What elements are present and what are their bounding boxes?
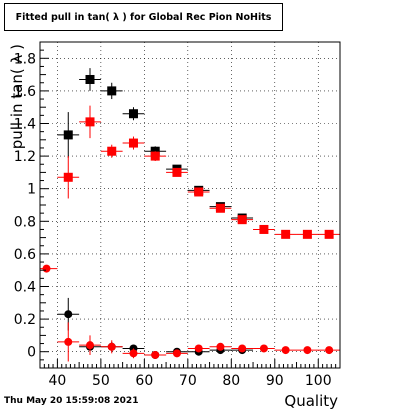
x-tick-label: 100	[305, 373, 332, 389]
series-4	[40, 264, 340, 362]
data-point	[215, 203, 225, 213]
y-tick-label: 0.4	[14, 280, 36, 296]
data-point	[107, 342, 116, 351]
series-2	[57, 105, 340, 239]
data-point	[150, 151, 160, 161]
data-point	[42, 264, 51, 273]
chart-title: Fitted pull in tan( λ ) for Global Rec P…	[15, 11, 272, 23]
data-point	[194, 344, 203, 353]
y-tick-label: 1.2	[14, 149, 36, 165]
series-1	[57, 68, 254, 223]
data-point	[64, 337, 73, 346]
y-tick-label: 1.8	[14, 51, 36, 67]
y-tick-label: 0.8	[14, 214, 36, 230]
data-point	[86, 341, 94, 350]
data-point	[128, 109, 138, 119]
y-tick-label: 1	[27, 182, 36, 198]
data-point	[128, 138, 138, 148]
data-point	[151, 350, 160, 359]
timestamp: Thu May 20 15:59:08 2021	[4, 396, 139, 406]
y-tick-label: 1.6	[14, 84, 36, 100]
data-point	[194, 187, 204, 197]
y-axis-label: pull in tan( λ )	[8, 44, 26, 149]
data-point	[237, 215, 247, 225]
y-tick-label: 1.4	[14, 117, 36, 133]
data-point	[172, 349, 181, 358]
data-point	[302, 229, 312, 239]
data-point	[325, 346, 334, 355]
x-tick-label: 50	[92, 373, 110, 389]
series-3	[57, 297, 254, 359]
data-point	[281, 346, 290, 355]
data-point	[63, 130, 73, 140]
data-point	[172, 167, 182, 177]
data-point	[281, 229, 291, 239]
x-tick-label: 70	[179, 373, 197, 389]
chart-title-box: Fitted pull in tan( λ ) for Global Rec P…	[4, 3, 283, 31]
data-marks	[40, 68, 340, 362]
data-point	[324, 229, 334, 239]
data-point	[129, 349, 138, 358]
data-point	[216, 342, 225, 351]
data-point	[259, 224, 269, 234]
axes: 40 50 60 70 80 90 100 0 0.2 0.4 0.6 0.8 1 1.2 1.4 1.6 1.…	[14, 41, 341, 389]
data-point	[85, 117, 95, 127]
grid-lines	[40, 42, 340, 368]
x-axis-label: Quality	[284, 392, 338, 410]
y-tick-label: 0	[27, 345, 36, 361]
x-tick-label: 40	[48, 373, 66, 389]
y-tick-label: 0.6	[14, 247, 36, 263]
x-tick-label: 60	[135, 373, 153, 389]
data-point	[238, 344, 247, 353]
data-point	[303, 346, 312, 355]
data-point	[85, 74, 95, 84]
data-point	[259, 344, 268, 353]
y-tick-label: 0.2	[14, 312, 36, 328]
data-point	[64, 310, 73, 319]
data-point	[107, 146, 117, 156]
data-point	[63, 172, 73, 182]
x-tick-label: 90	[266, 373, 284, 389]
x-tick-label: 80	[222, 373, 240, 389]
data-point	[107, 86, 117, 96]
